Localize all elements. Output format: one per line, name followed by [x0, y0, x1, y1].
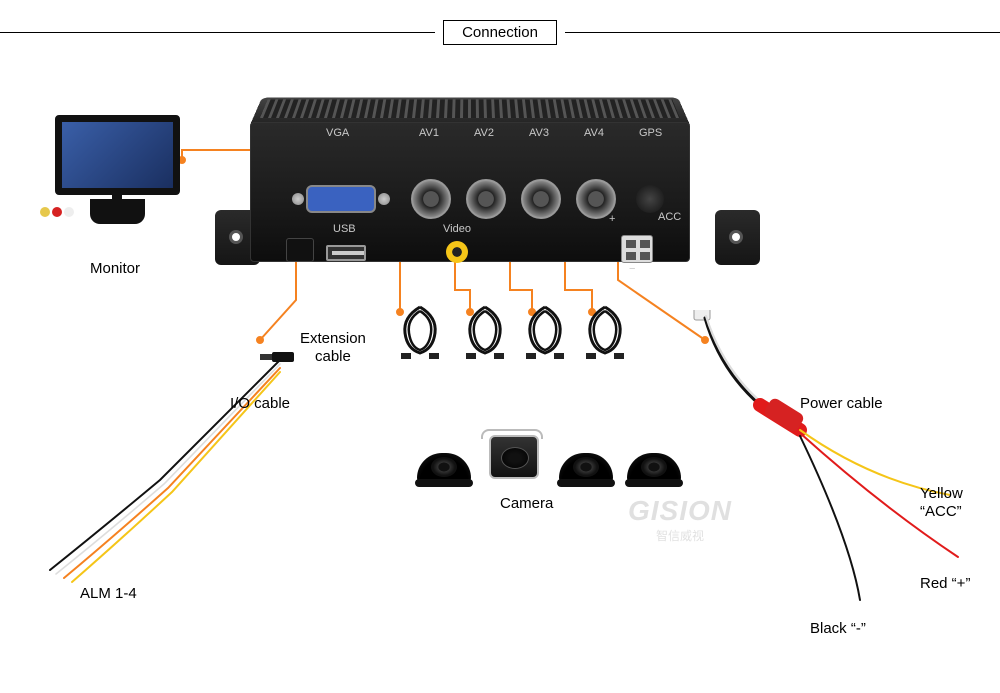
- port-label-usb: USB: [333, 223, 356, 235]
- label-alm: ALM 1-4: [80, 585, 137, 603]
- label-yellow-acc: Yellow “ACC”: [920, 485, 963, 521]
- extension-cable-1: [395, 305, 445, 360]
- video-rca-port: [446, 241, 468, 263]
- dvr-heatsink-fins: [260, 99, 680, 118]
- port-label-av2: AV2: [474, 127, 494, 139]
- av3-port: [521, 179, 561, 219]
- label-extension-cable: Extension cable: [300, 330, 366, 366]
- monitor: [55, 115, 180, 224]
- watermark: GISION 智信威视: [605, 495, 755, 544]
- label-monitor: Monitor: [90, 260, 140, 278]
- port-label-av1: AV1: [419, 127, 439, 139]
- av4-port: [576, 179, 616, 219]
- label-power-cable: Power cable: [800, 395, 883, 413]
- port-label-video: Video: [443, 223, 471, 235]
- port-label-minus: −: [629, 263, 635, 275]
- watermark-sub: 智信威视: [605, 527, 755, 544]
- label-io-cable: I/O cable: [230, 395, 290, 413]
- monitor-screen: [55, 115, 180, 195]
- dvr-front-panel: VGA AV1 AV2 AV3 AV4 GPS USB Video ACC + …: [250, 122, 690, 262]
- label-red-plus: Red “+”: [920, 575, 970, 593]
- port-label-gps: GPS: [639, 127, 662, 139]
- extension-cable-3: [520, 305, 570, 360]
- port-label-vga: VGA: [326, 127, 349, 139]
- title-line-left: [0, 32, 435, 33]
- acc-power-port: [621, 235, 653, 263]
- label-black-minus: Black “-”: [810, 620, 866, 638]
- av1-port: [411, 179, 451, 219]
- port-label-av4: AV4: [584, 127, 604, 139]
- extension-cable-4: [580, 305, 630, 360]
- watermark-brand: GISION: [605, 495, 755, 527]
- alm-port: [286, 238, 314, 262]
- title-line-right: [565, 32, 1000, 33]
- port-label-av3: AV3: [529, 127, 549, 139]
- port-label-acc: ACC: [658, 211, 681, 223]
- camera-3: [557, 435, 615, 483]
- title-bar: Connection: [0, 20, 1000, 45]
- io-cable: [40, 350, 300, 580]
- title-text: Connection: [443, 20, 557, 45]
- av2-port: [466, 179, 506, 219]
- dvr-unit: VGA AV1 AV2 AV3 AV4 GPS USB Video ACC + …: [220, 80, 760, 290]
- port-label-plus: +: [609, 213, 615, 225]
- monitor-rca-plugs: [40, 207, 74, 217]
- extension-cable-2: [460, 305, 510, 360]
- monitor-stand: [90, 199, 145, 224]
- power-cable: [650, 310, 980, 610]
- usb-port: [326, 245, 366, 261]
- label-camera: Camera: [500, 495, 553, 513]
- vga-port: [306, 185, 376, 213]
- mount-bracket-right: [715, 210, 760, 265]
- camera-2: [485, 435, 543, 483]
- camera-1: [415, 435, 473, 483]
- gps-port: [636, 185, 664, 213]
